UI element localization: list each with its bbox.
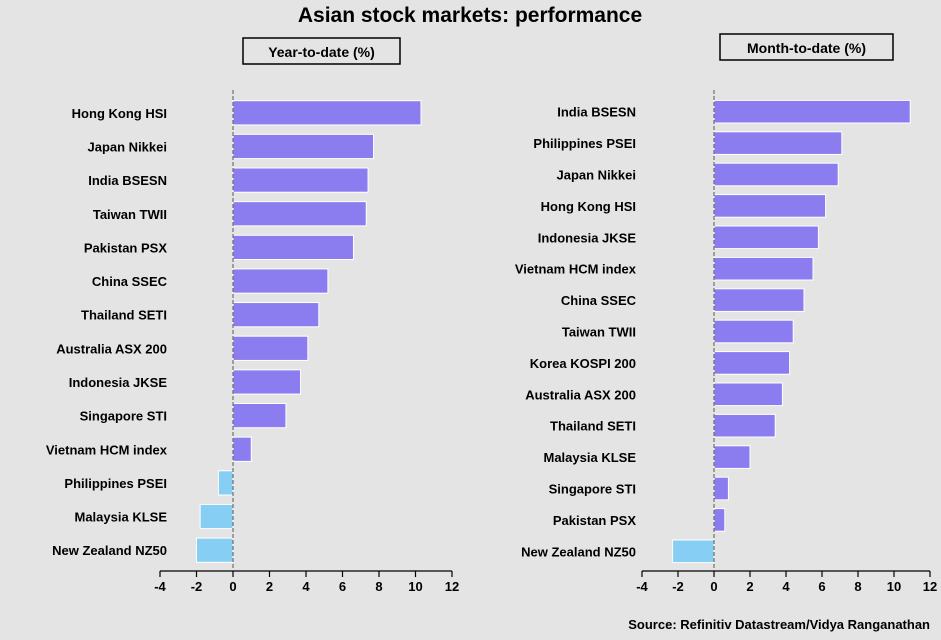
- bar-singapore-sti: [232, 402, 287, 429]
- panel-ytd: Year-to-date (%) Hong Kong HSI Japan Nikk…: [46, 37, 459, 594]
- source-note: Source: Refinitiv Datastream/Vidya Ranga…: [628, 617, 930, 632]
- bar-philippines-psei: [217, 470, 234, 496]
- x-tick-label: 4: [782, 579, 790, 594]
- category-label: Pakistan PSX: [553, 513, 636, 528]
- bar-philippines-psei: [713, 131, 843, 155]
- bar-australia-asx-200: [232, 335, 309, 361]
- x-tick-label: 6: [339, 579, 346, 594]
- bar-australia-asx-200: [713, 382, 783, 407]
- bar-malaysia-klse: [713, 445, 751, 469]
- category-label: Philippines PSEI: [533, 136, 636, 151]
- bar-indonesia-jkse: [713, 225, 819, 250]
- category-label: Indonesia JKSE: [538, 230, 637, 245]
- x-tick-label: 0: [229, 579, 236, 594]
- x-tick-label: 10: [408, 579, 422, 594]
- bar-japan-nikkei: [713, 162, 839, 187]
- bar-new-zealand-nz50: [196, 537, 234, 563]
- category-label: Pakistan PSX: [84, 240, 167, 255]
- category-label: Korea KOSPI 200: [530, 356, 636, 371]
- bar-pakistan-psx: [232, 234, 354, 261]
- category-label: Japan Nikkei: [557, 168, 637, 183]
- bar-malaysia-klse: [199, 503, 234, 530]
- x-tick-label: 0: [710, 579, 717, 594]
- bar-japan-nikkei: [232, 133, 375, 160]
- x-tick-label: 10: [887, 579, 901, 594]
- category-label: Indonesia JKSE: [69, 375, 168, 390]
- x-tick-label: 12: [923, 579, 937, 594]
- bar-thailand-seti: [713, 413, 776, 438]
- category-label: Australia ASX 200: [525, 387, 636, 402]
- x-tick-label: -4: [636, 579, 648, 594]
- bar-china-ssec: [232, 268, 329, 294]
- bar-singapore-sti: [713, 476, 729, 501]
- category-label: New Zealand NZ50: [521, 544, 636, 559]
- x-tick-label: 4: [302, 579, 310, 594]
- bar-indonesia-jkse: [232, 369, 302, 395]
- panel-ytd-title: Year-to-date (%): [268, 44, 375, 60]
- bar-vietnam-hcm-index: [232, 436, 252, 462]
- category-label: Singapore STI: [549, 482, 636, 497]
- panel-mtd: Month-to-date (%) India BSESN Philippines…: [515, 33, 937, 594]
- bar-hong-kong-hsi: [232, 100, 422, 126]
- x-tick-label: -2: [672, 579, 684, 594]
- category-label: Vietnam HCM index: [46, 442, 168, 457]
- panel-mtd-title-box: [719, 33, 894, 61]
- x-tick-label: 6: [818, 579, 825, 594]
- category-label: Japan Nikkei: [88, 139, 168, 154]
- chart-title: Asian stock markets: performance: [298, 4, 642, 27]
- category-label: Vietnam HCM index: [515, 262, 637, 277]
- bar-india-bsesn: [232, 167, 369, 193]
- category-label: India BSESN: [88, 173, 167, 188]
- bar-vietnam-hcm-index: [713, 256, 814, 281]
- x-tick-label: 2: [746, 579, 753, 594]
- bar-taiwan-twii: [713, 319, 794, 344]
- bar-hong-kong-hsi: [713, 194, 827, 218]
- panel-ytd-title-box: [242, 37, 401, 65]
- category-label: Hong Kong HSI: [72, 106, 167, 121]
- category-label: New Zealand NZ50: [52, 543, 167, 558]
- x-tick-label: -4: [154, 579, 166, 594]
- bar-taiwan-twii: [232, 201, 367, 227]
- x-tick-label: -2: [191, 579, 203, 594]
- x-tick-label: 12: [445, 579, 459, 594]
- category-label: Taiwan TWII: [562, 325, 636, 340]
- category-label: Taiwan TWII: [93, 207, 167, 222]
- bar-china-ssec: [713, 288, 805, 312]
- x-tick-label: 8: [375, 579, 382, 594]
- category-label: Thailand SETI: [81, 308, 167, 323]
- category-label: Thailand SETI: [550, 419, 636, 434]
- x-tick-label: 2: [266, 579, 273, 594]
- category-label: Philippines PSEI: [64, 476, 167, 491]
- category-label: India BSESN: [557, 105, 636, 120]
- category-label: China SSEC: [561, 293, 637, 308]
- category-label: Malaysia KLSE: [75, 510, 168, 525]
- x-tick-label: 8: [854, 579, 861, 594]
- category-label: Hong Kong HSI: [541, 199, 636, 214]
- category-label: Singapore STI: [80, 409, 167, 424]
- bar-india-bsesn: [713, 99, 911, 124]
- category-label: China SSEC: [92, 274, 168, 289]
- category-label: Malaysia KLSE: [544, 450, 637, 465]
- category-label: Australia ASX 200: [56, 341, 167, 356]
- bar-korea-kospi-200: [713, 351, 791, 375]
- panel-mtd-title: Month-to-date (%): [747, 40, 866, 56]
- bar-new-zealand-nz50: [672, 539, 715, 564]
- bar-pakistan-psx: [713, 508, 726, 532]
- bar-thailand-seti: [232, 302, 320, 328]
